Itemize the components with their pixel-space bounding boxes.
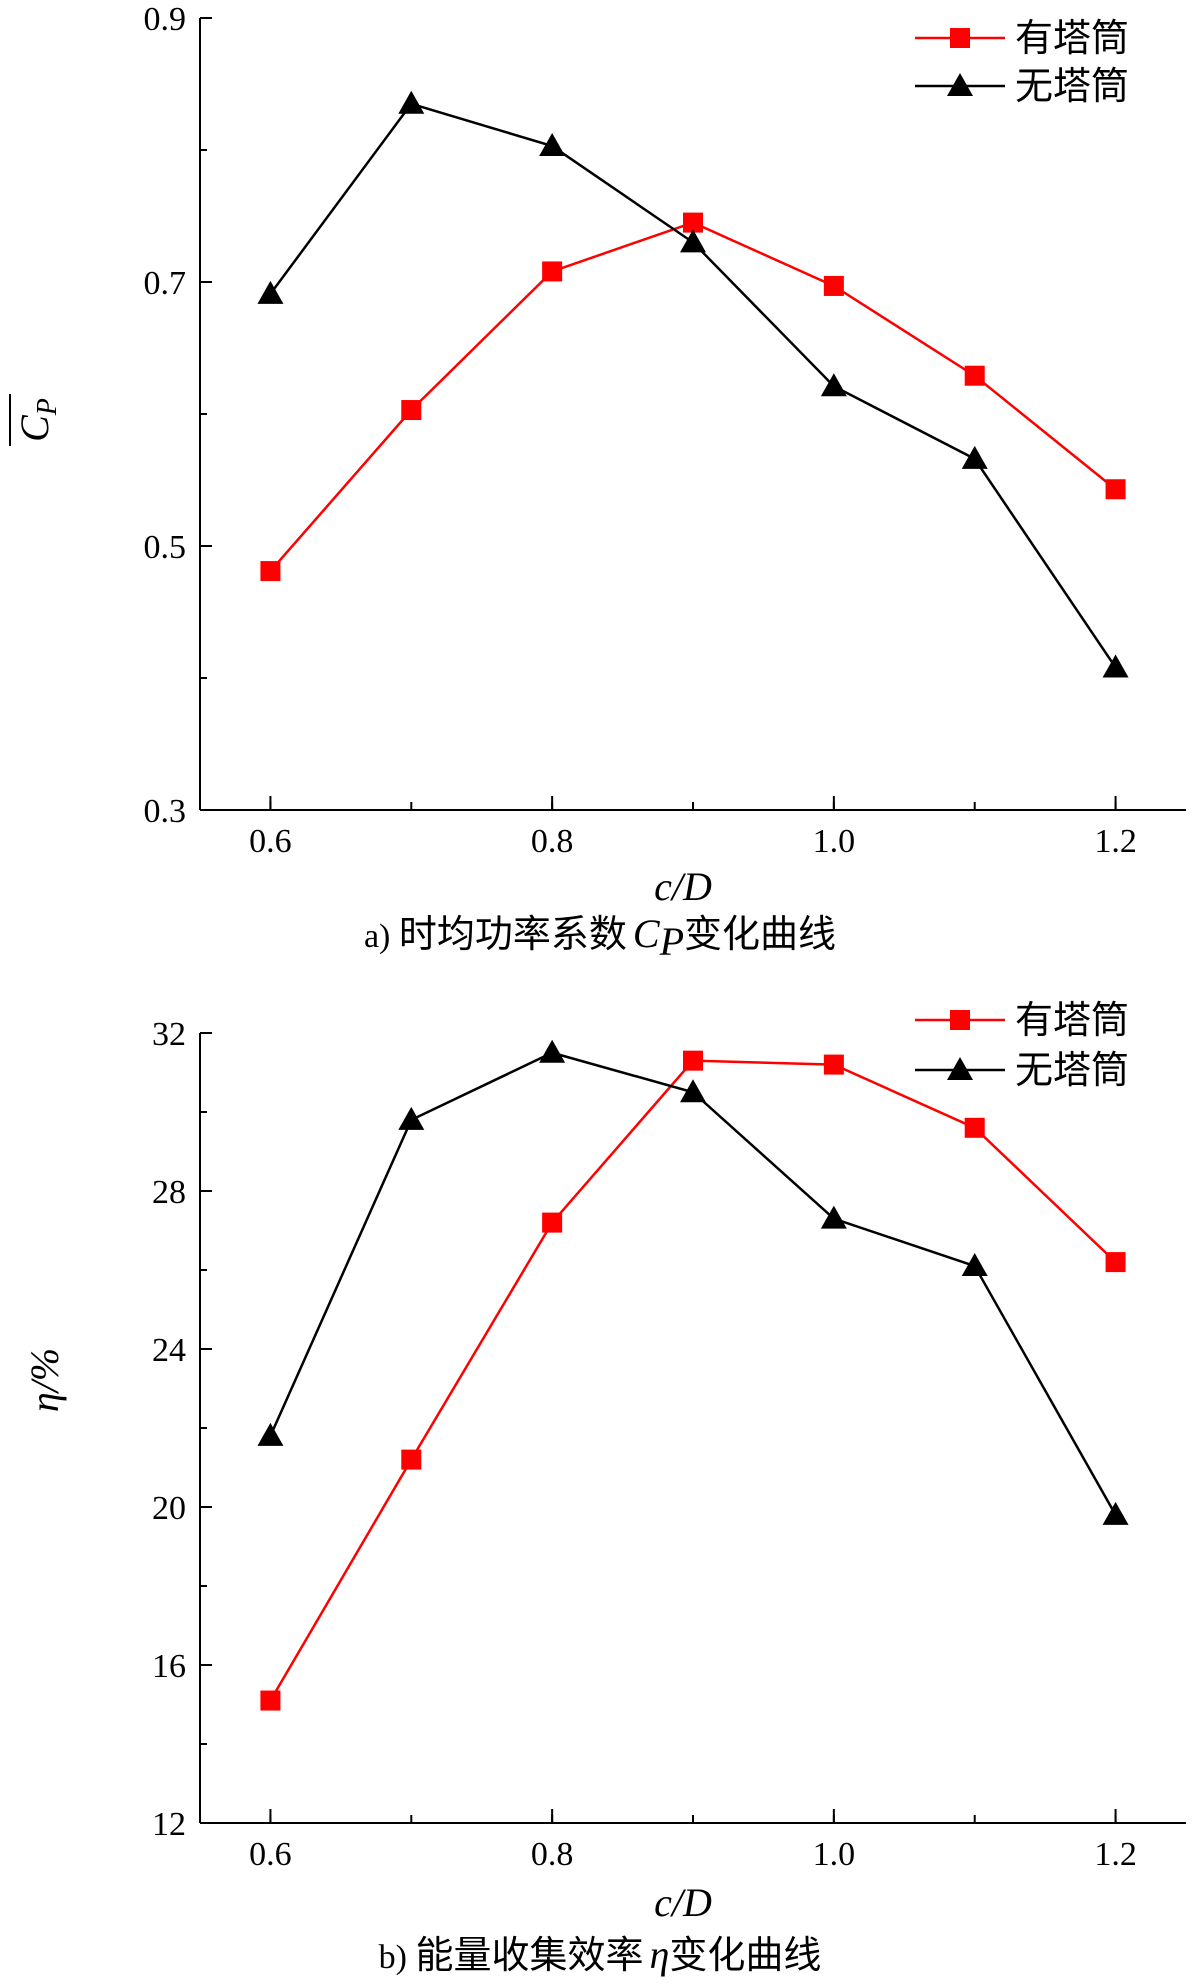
x-tick-label: 0.6 [249,1836,292,1873]
y-axis-label-sub: P [32,398,63,416]
y-tick-label: 0.7 [144,265,187,302]
y-tick-label: 16 [152,1648,186,1685]
data-point-triangle [680,229,706,253]
x-tick-label: 1.0 [813,823,856,860]
caption-post: 变化曲线 [684,912,836,956]
y-tick-label: 0.5 [144,529,187,566]
data-point-triangle [1102,654,1129,678]
caption-pre: 能量收集效率 [415,1933,643,1977]
x-tick-label: 1.0 [813,1836,856,1873]
data-point-triangle [961,445,988,469]
data-point-square [1105,1252,1126,1273]
legend-label: 无塔筒 [1015,1048,1129,1092]
data-point-square [1105,479,1126,500]
data-point-square [964,365,985,386]
x-axis-label: c/D [654,864,712,909]
data-point-triangle [680,1079,706,1103]
x-tick-label: 1.2 [1094,1836,1137,1873]
data-point-square [260,1690,281,1711]
data-point-square [542,1212,563,1233]
data-point-square [260,561,281,582]
x-tick-label: 0.6 [249,823,292,860]
data-point-square [542,261,563,282]
figure-caption: a) 时均功率系数 CP变化曲线 [364,911,836,964]
data-point-triangle [539,1039,566,1063]
caption-label: a) [364,918,399,955]
data-point-square [401,400,422,421]
series-line-with-tower [269,221,1117,572]
caption-label: b) [379,1939,416,1976]
data-point-triangle [820,1205,847,1229]
caption-symbol: η [649,1932,669,1977]
data-point-square [683,1050,703,1071]
y-axis-label: η/% [22,1348,67,1412]
caption-post: 变化曲线 [669,1933,821,1977]
data-point-triangle [398,90,425,114]
legend-marker-square [950,1010,970,1030]
y-tick-label: 20 [152,1490,186,1527]
data-point-square [401,1449,422,1470]
series-line-without-tower [269,1051,1117,1516]
figure-caption: b) 能量收集效率 η变化曲线 [379,1932,822,1977]
data-point-square [683,212,703,233]
data-point-triangle [539,133,566,157]
legend-marker-triangle [947,73,973,96]
y-axis-label-main: η/% [22,1348,67,1412]
data-point-triangle [820,373,847,397]
legend-marker-square [950,28,970,48]
series-line-with-tower [269,1059,1117,1702]
y-tick-label: 28 [152,1174,186,1211]
y-tick-label: 32 [152,1016,186,1053]
data-point-triangle [257,1422,284,1446]
y-tick-label: 0.3 [144,793,187,830]
data-point-triangle [1102,1501,1129,1525]
y-axis-label-main: C [12,414,57,442]
caption-symbol-sub: P [659,919,684,964]
data-point-triangle [961,1253,988,1277]
legend-label: 有塔筒 [1015,998,1129,1042]
data-point-triangle [257,280,284,304]
data-point-square [964,1117,985,1138]
caption-symbol: C [633,911,661,956]
y-tick-label: 12 [152,1806,186,1843]
caption-pre: 时均功率系数 [399,912,627,956]
data-point-square [823,1054,844,1075]
x-tick-label: 0.8 [531,823,574,860]
x-tick-label: 1.2 [1094,823,1137,860]
x-axis-label: c/D [654,1880,712,1925]
y-tick-label: 24 [152,1332,186,1369]
legend-label: 无塔筒 [1015,64,1129,108]
x-tick-label: 0.8 [531,1836,574,1873]
data-point-square [823,275,844,296]
legend-marker-triangle [947,1057,973,1080]
data-point-triangle [398,1106,425,1130]
y-axis-label: CP [12,398,63,442]
y-tick-label: 0.9 [144,1,187,38]
legend-label: 有塔筒 [1015,16,1129,60]
